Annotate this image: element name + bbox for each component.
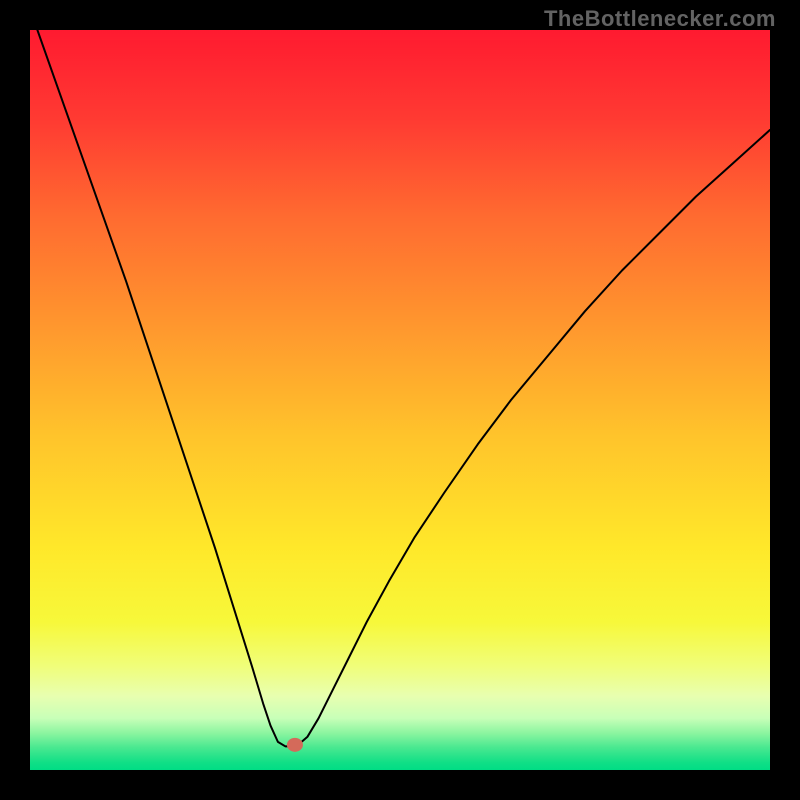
optimal-point-marker — [287, 738, 303, 752]
plot-area — [30, 30, 770, 770]
curve-layer — [30, 30, 770, 770]
watermark-text: TheBottlenecker.com — [544, 6, 776, 32]
bottleneck-curve — [37, 30, 770, 746]
chart-frame: TheBottlenecker.com — [0, 0, 800, 800]
